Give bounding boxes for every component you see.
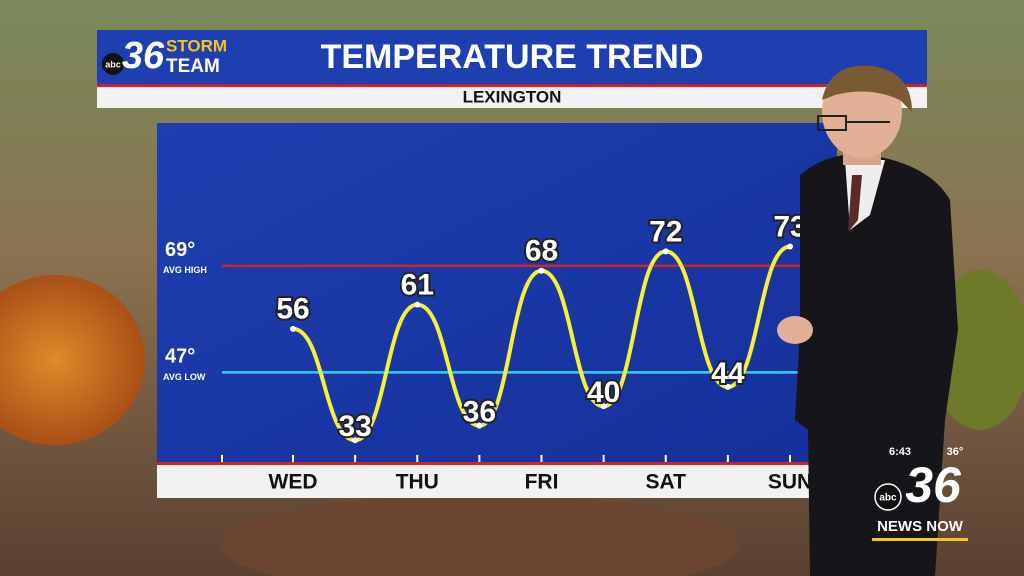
- logo-circle: [102, 53, 124, 75]
- point: [476, 422, 483, 429]
- bug-logo-circle: [874, 483, 902, 511]
- bug-show: NEWS NOW: [877, 518, 964, 535]
- point: [290, 325, 296, 332]
- reference-label: 47°: [165, 346, 195, 368]
- point: [414, 301, 421, 308]
- logo-storm: STORM: [166, 36, 227, 55]
- x-tick-label: THU: [396, 471, 439, 494]
- chart-subtitle: LEXINGTON: [463, 87, 562, 106]
- data-label: 72: [649, 215, 682, 248]
- bug-temperature: 36°: [947, 446, 964, 458]
- reference-label: 69°: [165, 239, 195, 261]
- data-label: 36: [463, 396, 496, 429]
- x-tick-label: SAT: [646, 471, 687, 494]
- subtitle-bar: [97, 87, 927, 108]
- data-label: 40: [587, 376, 620, 409]
- point: [724, 383, 731, 390]
- leaf: [220, 495, 740, 576]
- point: [787, 243, 793, 250]
- x-tick-label: WED: [269, 471, 318, 494]
- bug-network: abc: [879, 493, 897, 504]
- data-label: 33: [338, 410, 371, 443]
- point: [662, 248, 669, 255]
- data-label: 56: [276, 293, 309, 326]
- axis-bar: [157, 465, 837, 498]
- chart-panel: [157, 123, 837, 463]
- logo-channel: 36: [122, 35, 165, 77]
- point: [600, 403, 607, 410]
- presenter: [777, 65, 958, 576]
- bug-channel: 36: [905, 457, 962, 513]
- x-tick-label: FRI: [525, 471, 559, 494]
- bug-time: 6:43: [889, 446, 911, 458]
- logo-network: abc: [105, 59, 121, 69]
- reference-sublabel: AVG LOW: [163, 372, 206, 382]
- chart-title: TEMPERATURE TREND: [321, 38, 704, 76]
- axis-stripe: [157, 462, 837, 465]
- data-label: 61: [401, 269, 434, 302]
- logo-team: TEAM: [166, 56, 220, 77]
- point: [538, 267, 545, 274]
- header-banner: [97, 30, 927, 86]
- x-tick-label: SUN: [768, 471, 812, 494]
- header-stripe: [97, 84, 927, 87]
- data-label: 44: [711, 357, 745, 390]
- reference-sublabel: AVG HIGH: [163, 265, 207, 275]
- leaf: [0, 275, 145, 445]
- data-label: 68: [525, 235, 558, 268]
- point: [352, 437, 359, 444]
- bug-underline: [872, 538, 968, 541]
